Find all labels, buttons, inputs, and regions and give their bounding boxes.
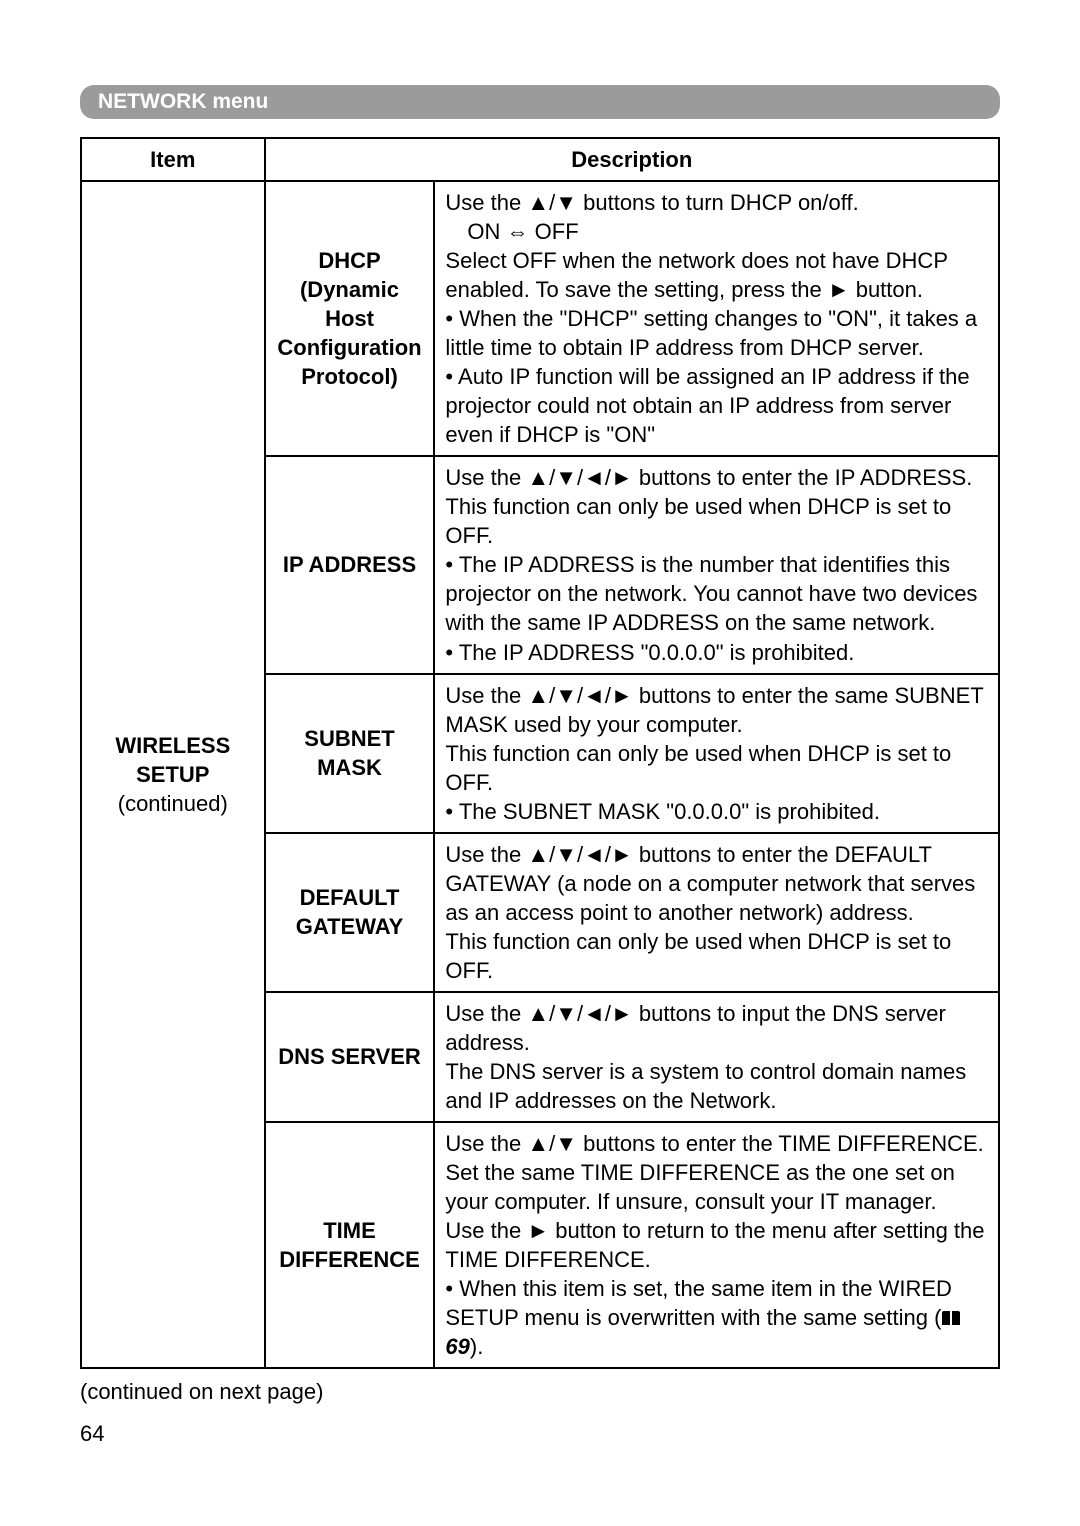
desc-text: • The IP ADDRESS is the number that iden… bbox=[445, 550, 988, 637]
manual-reference-icon bbox=[942, 1311, 960, 1325]
item-wireless-setup: WIRELESS SETUP (continued) bbox=[81, 181, 265, 1368]
desc-text-part: ). bbox=[470, 1334, 483, 1359]
page-number: 64 bbox=[80, 1421, 1000, 1447]
desc-text: Use the ▲/▼/◄/► buttons to enter the sam… bbox=[445, 681, 988, 739]
sub-time-difference: TIME DIFFERENCE bbox=[265, 1122, 435, 1368]
settings-table: Item Description WIRELESS SETUP (continu… bbox=[80, 137, 1000, 1369]
desc-ip-address: Use the ▲/▼/◄/► buttons to enter the IP … bbox=[434, 456, 999, 673]
desc-default-gateway: Use the ▲/▼/◄/► buttons to enter the DEF… bbox=[434, 833, 999, 992]
item-title-line2: SETUP bbox=[136, 762, 209, 787]
desc-text: • When the "DHCP" setting changes to "ON… bbox=[445, 304, 988, 362]
sub-dns-server: DNS SERVER bbox=[265, 992, 435, 1122]
header-description: Description bbox=[265, 138, 999, 181]
item-title-line1: WIRELESS bbox=[115, 733, 230, 758]
sub-ip-address: IP ADDRESS bbox=[265, 456, 435, 673]
desc-text: The DNS server is a system to control do… bbox=[445, 1057, 988, 1115]
table-header-row: Item Description bbox=[81, 138, 999, 181]
desc-text: Use the ▲/▼/◄/► buttons to input the DNS… bbox=[445, 999, 988, 1057]
desc-text: Use the ▲/▼ buttons to turn DHCP on/off. bbox=[445, 188, 988, 217]
section-header: NETWORK menu bbox=[80, 85, 1000, 119]
desc-text-part: • When this item is set, the same item i… bbox=[445, 1276, 952, 1330]
sub-text: DIFFERENCE bbox=[279, 1247, 420, 1272]
desc-text: • Auto IP function will be assigned an I… bbox=[445, 362, 988, 449]
desc-subnet-mask: Use the ▲/▼/◄/► buttons to enter the sam… bbox=[434, 674, 999, 833]
desc-text: This function can only be used when DHCP… bbox=[445, 739, 988, 797]
sub-text: MASK bbox=[317, 755, 382, 780]
sub-dhcp: DHCP (Dynamic Host Configuration Protoco… bbox=[265, 181, 435, 456]
sub-default-gateway: DEFAULT GATEWAY bbox=[265, 833, 435, 992]
sub-text: DHCP bbox=[318, 248, 380, 273]
desc-time-difference: Use the ▲/▼ buttons to enter the TIME DI… bbox=[434, 1122, 999, 1368]
desc-text: This function can only be used when DHCP… bbox=[445, 927, 988, 985]
item-continued: (continued) bbox=[118, 791, 228, 816]
desc-text: • The IP ADDRESS "0.0.0.0" is prohibited… bbox=[445, 638, 988, 667]
desc-text: Use the ▲/▼/◄/► buttons to enter the IP … bbox=[445, 463, 988, 492]
desc-text: Select OFF when the network does not hav… bbox=[445, 246, 988, 304]
desc-dns-server: Use the ▲/▼/◄/► buttons to input the DNS… bbox=[434, 992, 999, 1122]
desc-text: Use the ► button to return to the menu a… bbox=[445, 1216, 988, 1274]
desc-text: Use the ▲/▼ buttons to enter the TIME DI… bbox=[445, 1129, 988, 1158]
desc-text: Set the same TIME DIFFERENCE as the one … bbox=[445, 1158, 988, 1216]
sub-subnet-mask: SUBNET MASK bbox=[265, 674, 435, 833]
desc-text: Use the ▲/▼/◄/► buttons to enter the DEF… bbox=[445, 840, 988, 927]
sub-text: (Dynamic Host bbox=[300, 277, 399, 331]
sub-text: Protocol) bbox=[301, 364, 398, 389]
sub-text: TIME bbox=[323, 1218, 376, 1243]
header-item: Item bbox=[81, 138, 265, 181]
desc-text: ON ⇔ OFF bbox=[445, 217, 988, 246]
desc-text: This function can only be used when DHCP… bbox=[445, 492, 988, 550]
sub-text: GATEWAY bbox=[296, 914, 404, 939]
sub-text: SUBNET bbox=[304, 726, 394, 751]
page-ref: 69 bbox=[445, 1334, 469, 1359]
sub-text: DEFAULT bbox=[300, 885, 400, 910]
sub-text: Configuration bbox=[277, 335, 421, 360]
table-row: WIRELESS SETUP (continued) DHCP (Dynamic… bbox=[81, 181, 999, 456]
desc-dhcp: Use the ▲/▼ buttons to turn DHCP on/off.… bbox=[434, 181, 999, 456]
continued-note: (continued on next page) bbox=[80, 1379, 1000, 1405]
desc-text: • When this item is set, the same item i… bbox=[445, 1274, 988, 1361]
desc-text: • The SUBNET MASK "0.0.0.0" is prohibite… bbox=[445, 797, 988, 826]
